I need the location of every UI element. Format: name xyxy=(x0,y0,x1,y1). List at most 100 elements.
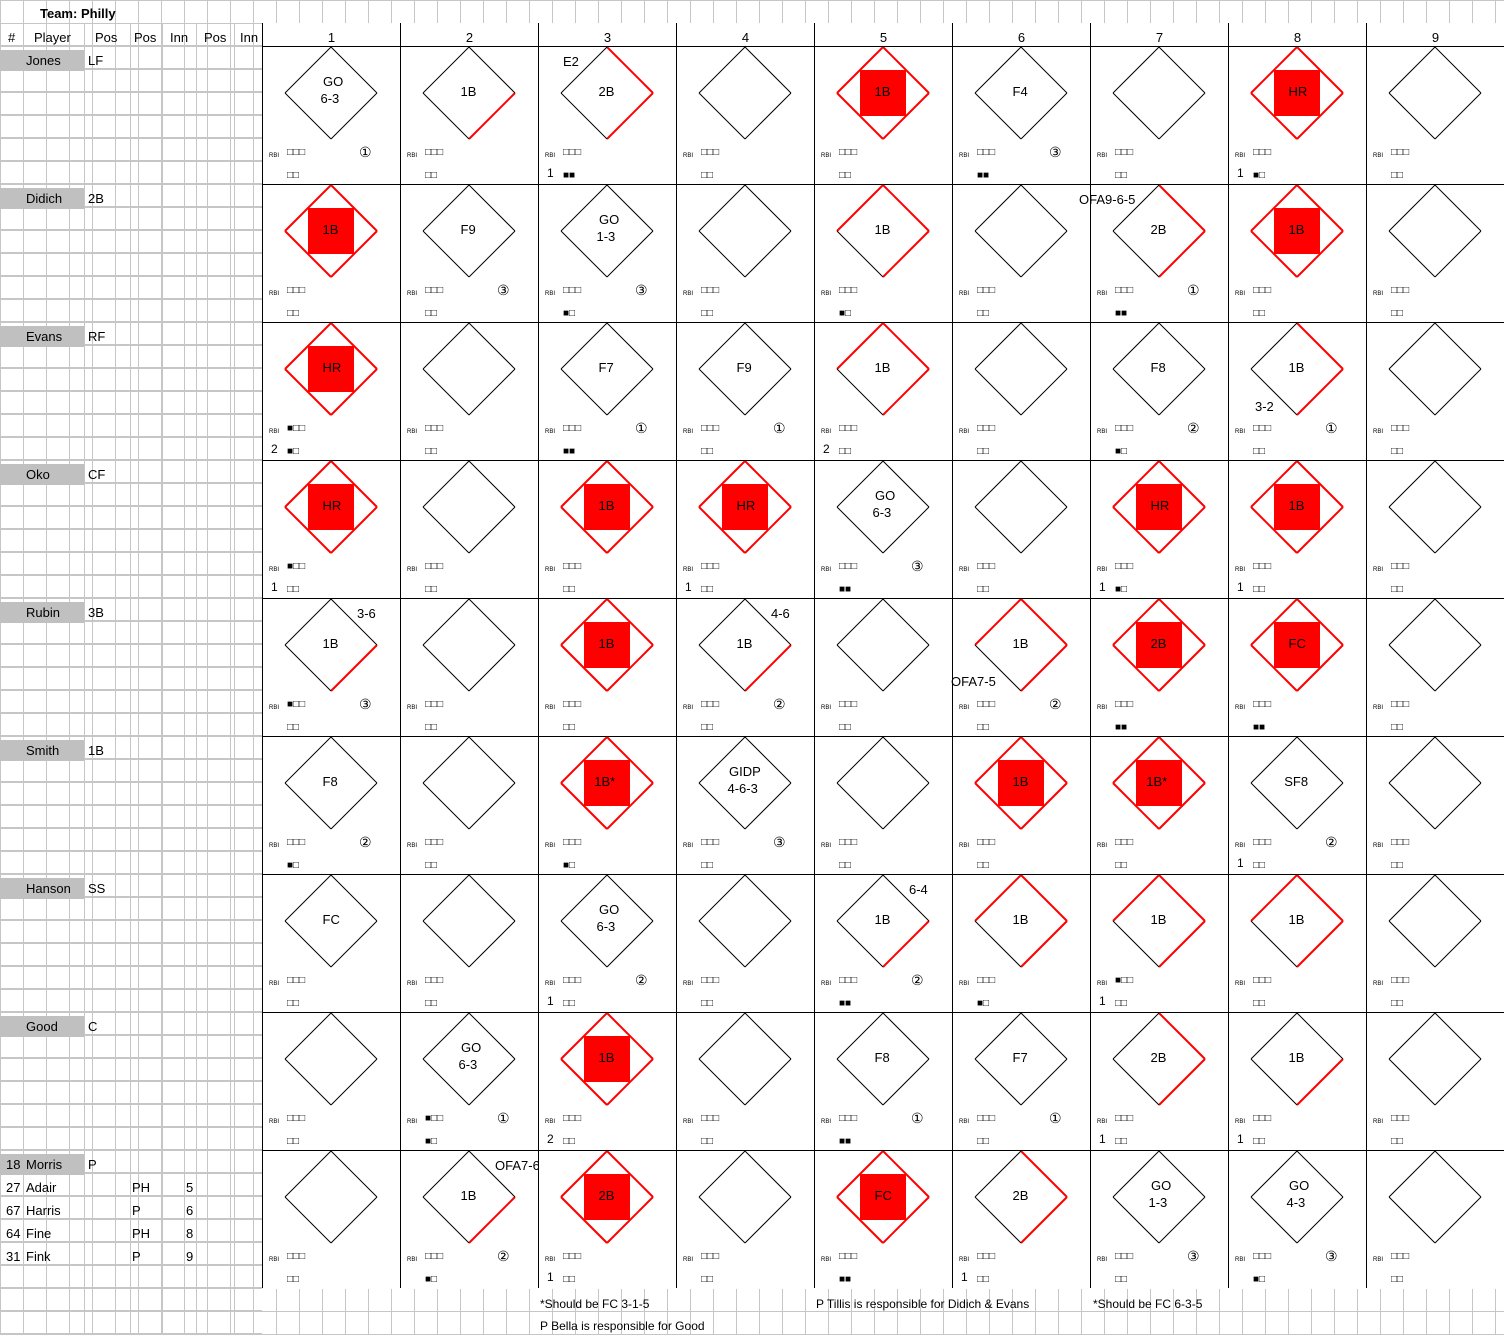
at-bat-cell[interactable]: RBI □□□ □□ xyxy=(676,46,814,184)
basepath-line xyxy=(744,323,792,370)
at-bat-cell[interactable]: GO 6-3 RBI □□□ ■■ ③ xyxy=(814,460,952,598)
at-bat-cell[interactable]: 1B RBI □□□ □□ 2 xyxy=(814,322,952,460)
player-name[interactable]: Jones xyxy=(0,50,84,71)
strikes-count: ■■ xyxy=(839,1274,852,1285)
at-bat-cell[interactable]: FC RBI □□□ ■■ xyxy=(1228,598,1366,736)
at-bat-cell[interactable]: RBI □□□ □□ xyxy=(400,874,538,1012)
at-bat-cell[interactable]: RBI □□□ □□ xyxy=(262,1012,400,1150)
at-bat-cell[interactable]: 2B RBI □□□ □□ 1 xyxy=(952,1150,1090,1288)
at-bat-cell[interactable]: GO 1-3 RBI □□□ □□ ③ xyxy=(1090,1150,1228,1288)
at-bat-cell[interactable]: FC RBI □□□ □□ xyxy=(262,874,400,1012)
at-bat-cell[interactable]: GIDP 4-6-3 RBI □□□ □□ ③ xyxy=(676,736,814,874)
at-bat-cell[interactable]: 1B RBI □□□ □□ xyxy=(538,460,676,598)
at-bat-cell[interactable]: F9 RBI □□□ □□ ① xyxy=(676,322,814,460)
at-bat-cell[interactable]: F8 RBI □□□ ■□ ② xyxy=(1090,322,1228,460)
at-bat-cell[interactable]: RBI □□□ □□ xyxy=(952,322,1090,460)
at-bat-cell[interactable]: RBI □□□ □□ xyxy=(676,184,814,322)
at-bat-cell[interactable]: 1B RBI □□□ □□ xyxy=(538,598,676,736)
at-bat-cell[interactable]: F8 RBI □□□ ■■ ① xyxy=(814,1012,952,1150)
at-bat-cell[interactable]: 2B RBI □□□ □□ 1 xyxy=(1090,1012,1228,1150)
basepath-line xyxy=(1112,737,1160,784)
at-bat-cell[interactable]: 1B RBI □□□ □□ xyxy=(262,184,400,322)
at-bat-cell[interactable]: RBI □□□ □□ xyxy=(1366,46,1504,184)
at-bat-cell[interactable]: GO 6-3 RBI ■□□ ■□ ① xyxy=(400,1012,538,1150)
at-bat-cell[interactable]: 1B RBI □□□ □□ 2 xyxy=(538,1012,676,1150)
at-bat-cell[interactable]: 1B OFA7-6 RBI □□□ ■□ ② xyxy=(400,1150,540,1288)
at-bat-cell[interactable]: RBI □□□ □□ xyxy=(1366,1150,1504,1288)
at-bat-cell[interactable]: F7 RBI □□□ □□ ① xyxy=(952,1012,1090,1150)
player-name[interactable]: Rubin xyxy=(0,602,84,623)
at-bat-cell[interactable]: RBI □□□ □□ xyxy=(400,460,538,598)
at-bat-cell[interactable]: 1B 6-4 RBI □□□ ■■ ② xyxy=(814,874,952,1012)
at-bat-cell[interactable]: 2B RBI □□□ □□ 1 xyxy=(538,1150,676,1288)
at-bat-cell[interactable]: RBI □□□ □□ xyxy=(1366,736,1504,874)
at-bat-cell[interactable]: GO 6-3 RBI □□□ □□ 1 ② xyxy=(538,874,676,1012)
at-bat-cell[interactable]: HR RBI □□□ □□ 1 xyxy=(676,460,814,598)
at-bat-cell[interactable]: HR RBI □□□ ■□ 1 xyxy=(1090,460,1228,598)
at-bat-cell[interactable]: RBI □□□ □□ xyxy=(952,460,1090,598)
at-bat-cell[interactable]: F7 RBI □□□ ■■ ① xyxy=(538,322,676,460)
at-bat-cell[interactable]: 1B RBI □□□ □□ 1 xyxy=(1228,460,1366,598)
at-bat-cell[interactable]: 1B 3-6 RBI ■□□ □□ ③ xyxy=(262,598,400,736)
at-bat-cell[interactable]: RBI □□□ □□ xyxy=(1366,874,1504,1012)
col-header-pos: Pos xyxy=(134,30,157,45)
at-bat-cell[interactable]: 1B RBI □□□ □□ 1 xyxy=(1228,1012,1366,1150)
at-bat-cell[interactable]: 1B RBI □□□ □□ xyxy=(400,46,538,184)
player-name[interactable]: Good xyxy=(0,1016,84,1037)
at-bat-cell[interactable]: 1B* RBI □□□ □□ xyxy=(1090,736,1228,874)
at-bat-cell[interactable]: RBI □□□ □□ xyxy=(1366,1012,1504,1150)
at-bat-cell[interactable]: 1B 4-6 RBI □□□ □□ ② xyxy=(676,598,814,736)
basepath-line xyxy=(1112,1058,1160,1106)
at-bat-cell[interactable]: RBI □□□ □□ xyxy=(1366,598,1504,736)
player-name[interactable]: Hanson xyxy=(0,878,84,899)
at-bat-cell[interactable]: 1B RBI □□□ □□ xyxy=(1228,874,1366,1012)
at-bat-cell[interactable]: 1B RBI □□□ ■□ xyxy=(814,184,952,322)
at-bat-cell[interactable]: RBI □□□ □□ xyxy=(1366,322,1504,460)
at-bat-cell[interactable]: HR RBI ■□□ ■□ 2 xyxy=(262,322,400,460)
player-name[interactable]: Morris xyxy=(0,1154,84,1175)
at-bat-cell[interactable]: F8 RBI □□□ ■□ ② xyxy=(262,736,400,874)
at-bat-cell[interactable]: RBI □□□ □□ xyxy=(676,874,814,1012)
at-bat-cell[interactable]: SF8 RBI □□□ □□ 1 ② xyxy=(1228,736,1366,874)
at-bat-cell[interactable]: RBI □□□ □□ xyxy=(814,598,952,736)
basepath-line xyxy=(606,1196,654,1244)
at-bat-cell[interactable]: RBI □□□ □□ xyxy=(262,1150,400,1288)
player-name[interactable]: Smith xyxy=(0,740,84,761)
at-bat-cell[interactable]: RBI □□□ □□ xyxy=(676,1012,814,1150)
player-name[interactable]: Evans xyxy=(0,326,84,347)
at-bat-cell[interactable]: 1B OFA7-5 RBI □□□ □□ ② xyxy=(951,598,1090,736)
at-bat-cell[interactable]: 1B RBI □□□ ■□ xyxy=(952,874,1090,1012)
at-bat-cell[interactable]: RBI □□□ □□ xyxy=(814,736,952,874)
at-bat-cell[interactable]: F4 RBI □□□ ■■ ③ xyxy=(952,46,1090,184)
diamond-graphic xyxy=(836,1013,930,1106)
at-bat-cell[interactable]: 1B RBI □□□ □□ xyxy=(814,46,952,184)
player-position: 3B xyxy=(88,605,104,620)
basepath-line xyxy=(1388,368,1436,416)
at-bat-cell[interactable]: RBI □□□ □□ xyxy=(1366,184,1504,322)
at-bat-cell[interactable]: 1B RBI ■□□ □□ 1 xyxy=(1090,874,1228,1012)
at-bat-cell[interactable]: RBI □□□ □□ xyxy=(400,322,538,460)
at-bat-cell[interactable]: FC RBI □□□ ■■ xyxy=(814,1150,952,1288)
at-bat-cell[interactable]: RBI □□□ □□ xyxy=(676,1150,814,1288)
player-name[interactable]: Oko xyxy=(0,464,84,485)
at-bat-cell[interactable]: GO 4-3 RBI □□□ ■□ ③ xyxy=(1228,1150,1366,1288)
at-bat-cell[interactable]: HR RBI ■□□ □□ 1 xyxy=(262,460,400,598)
at-bat-cell[interactable]: 1B RBI □□□ □□ xyxy=(1228,184,1366,322)
at-bat-cell[interactable]: HR RBI □□□ ■□ 1 xyxy=(1228,46,1366,184)
at-bat-cell[interactable]: 2B E2 RBI □□□ ■■ 1 xyxy=(538,46,676,184)
at-bat-cell[interactable]: RBI □□□ □□ xyxy=(1366,460,1504,598)
basepath-line xyxy=(836,599,884,646)
player-name[interactable]: Didich xyxy=(0,188,84,209)
at-bat-cell[interactable]: 2B OFA9-6-5 RBI □□□ ■■ ① xyxy=(1079,184,1228,322)
at-bat-cell[interactable]: 1B 3-2 RBI □□□ □□ ① xyxy=(1228,322,1366,460)
at-bat-cell[interactable]: RBI □□□ □□ xyxy=(400,736,538,874)
at-bat-cell[interactable]: RBI □□□ □□ xyxy=(1090,46,1228,184)
at-bat-cell[interactable]: GO 6-3 RBI □□□ □□ ① xyxy=(262,46,400,184)
at-bat-cell[interactable]: 1B* RBI □□□ ■□ xyxy=(538,736,676,874)
at-bat-cell[interactable]: RBI □□□ □□ xyxy=(952,184,1090,322)
at-bat-cell[interactable]: 1B RBI □□□ □□ xyxy=(952,736,1090,874)
at-bat-cell[interactable]: 2B RBI □□□ ■■ xyxy=(1090,598,1228,736)
at-bat-cell[interactable]: F9 RBI □□□ □□ ③ xyxy=(400,184,538,322)
at-bat-cell[interactable]: RBI □□□ □□ xyxy=(400,598,538,736)
at-bat-cell[interactable]: GO 1-3 RBI □□□ ■□ ③ xyxy=(538,184,676,322)
